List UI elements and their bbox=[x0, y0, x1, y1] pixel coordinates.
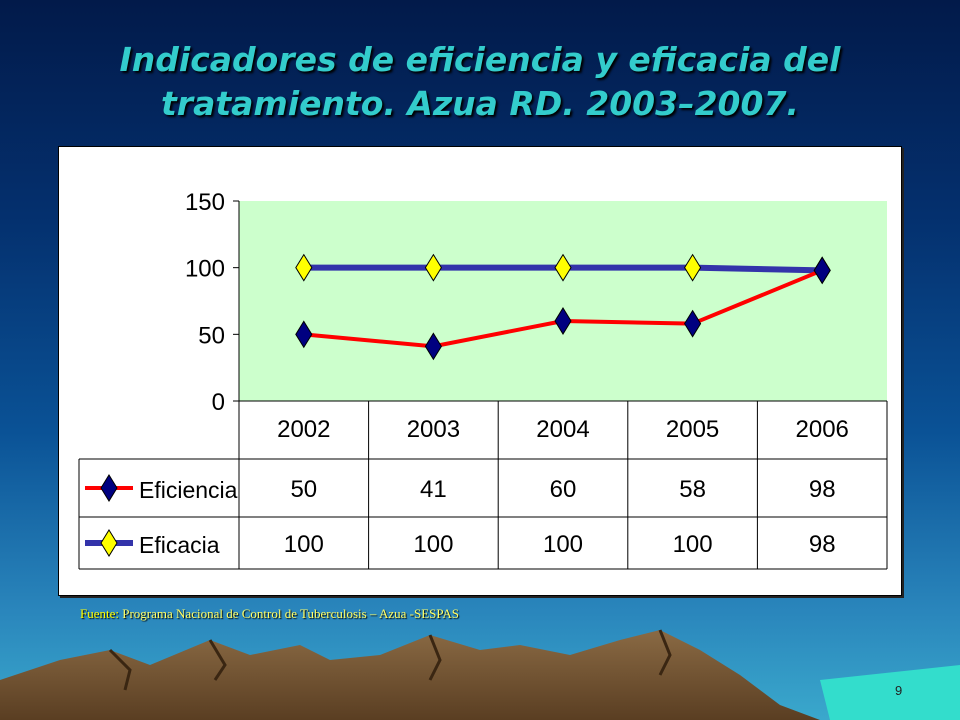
data-point-eficiencia bbox=[554, 307, 572, 335]
mountains-decoration bbox=[0, 629, 960, 720]
table-value: 100 bbox=[284, 531, 324, 558]
chart-frame: 0 50 100 150 2002 2003 2004 2005 2006 Eficiencia 5… bbox=[58, 146, 902, 596]
x-tick-label: 2006 bbox=[796, 416, 849, 443]
table-value: 100 bbox=[673, 531, 713, 558]
table-value: 100 bbox=[543, 531, 583, 558]
legend-label-eficiencia: Eficiencia bbox=[139, 477, 238, 503]
legend-marker-eficiencia bbox=[100, 474, 118, 502]
data-point-eficacia bbox=[684, 253, 702, 282]
data-point-eficiencia bbox=[424, 332, 442, 361]
x-tick-label: 2003 bbox=[407, 416, 460, 443]
y-tick-label: 100 bbox=[185, 256, 225, 283]
y-tick-label: 50 bbox=[198, 322, 225, 349]
y-tick-label: 150 bbox=[185, 189, 225, 216]
table-value: 100 bbox=[413, 531, 453, 558]
legend-label-eficacia: Eficacia bbox=[139, 532, 220, 558]
data-point-eficiencia bbox=[295, 320, 313, 349]
slide-title: Indicadores de eficiencia y eficacia del… bbox=[0, 38, 960, 126]
x-tick-label: 2002 bbox=[277, 416, 330, 443]
data-point-eficiencia bbox=[813, 256, 831, 285]
y-tick-label: 0 bbox=[212, 389, 225, 416]
source-prefix: Fuente: bbox=[80, 606, 123, 621]
data-point-eficacia bbox=[554, 253, 572, 282]
source-text: Programa Nacional de Control de Tubercul… bbox=[122, 606, 460, 621]
plot-area bbox=[239, 201, 887, 401]
table-value: 60 bbox=[550, 476, 577, 503]
source-note: Fuente: Programa Nacional de Control de … bbox=[80, 606, 459, 622]
title-line-2: tratamiento. Azua RD. 2003–2007. bbox=[161, 84, 799, 123]
table-value: 98 bbox=[809, 531, 836, 558]
page-number: 9 bbox=[895, 683, 903, 698]
data-point-eficiencia bbox=[684, 309, 702, 338]
legend-marker-eficacia bbox=[100, 529, 118, 557]
x-tick-label: 2004 bbox=[536, 416, 589, 443]
title-line-1: Indicadores de eficiencia y eficacia del bbox=[119, 40, 841, 79]
chart: 0 50 100 150 2002 2003 2004 2005 2006 Eficiencia 5… bbox=[78, 189, 888, 570]
data-point-eficacia bbox=[295, 253, 313, 282]
x-tick-label: 2005 bbox=[666, 416, 719, 443]
table-value: 50 bbox=[290, 476, 317, 503]
table-value: 41 bbox=[420, 476, 447, 503]
data-point-eficacia bbox=[424, 253, 442, 282]
table-value: 98 bbox=[809, 476, 836, 503]
table-value: 58 bbox=[679, 476, 706, 503]
